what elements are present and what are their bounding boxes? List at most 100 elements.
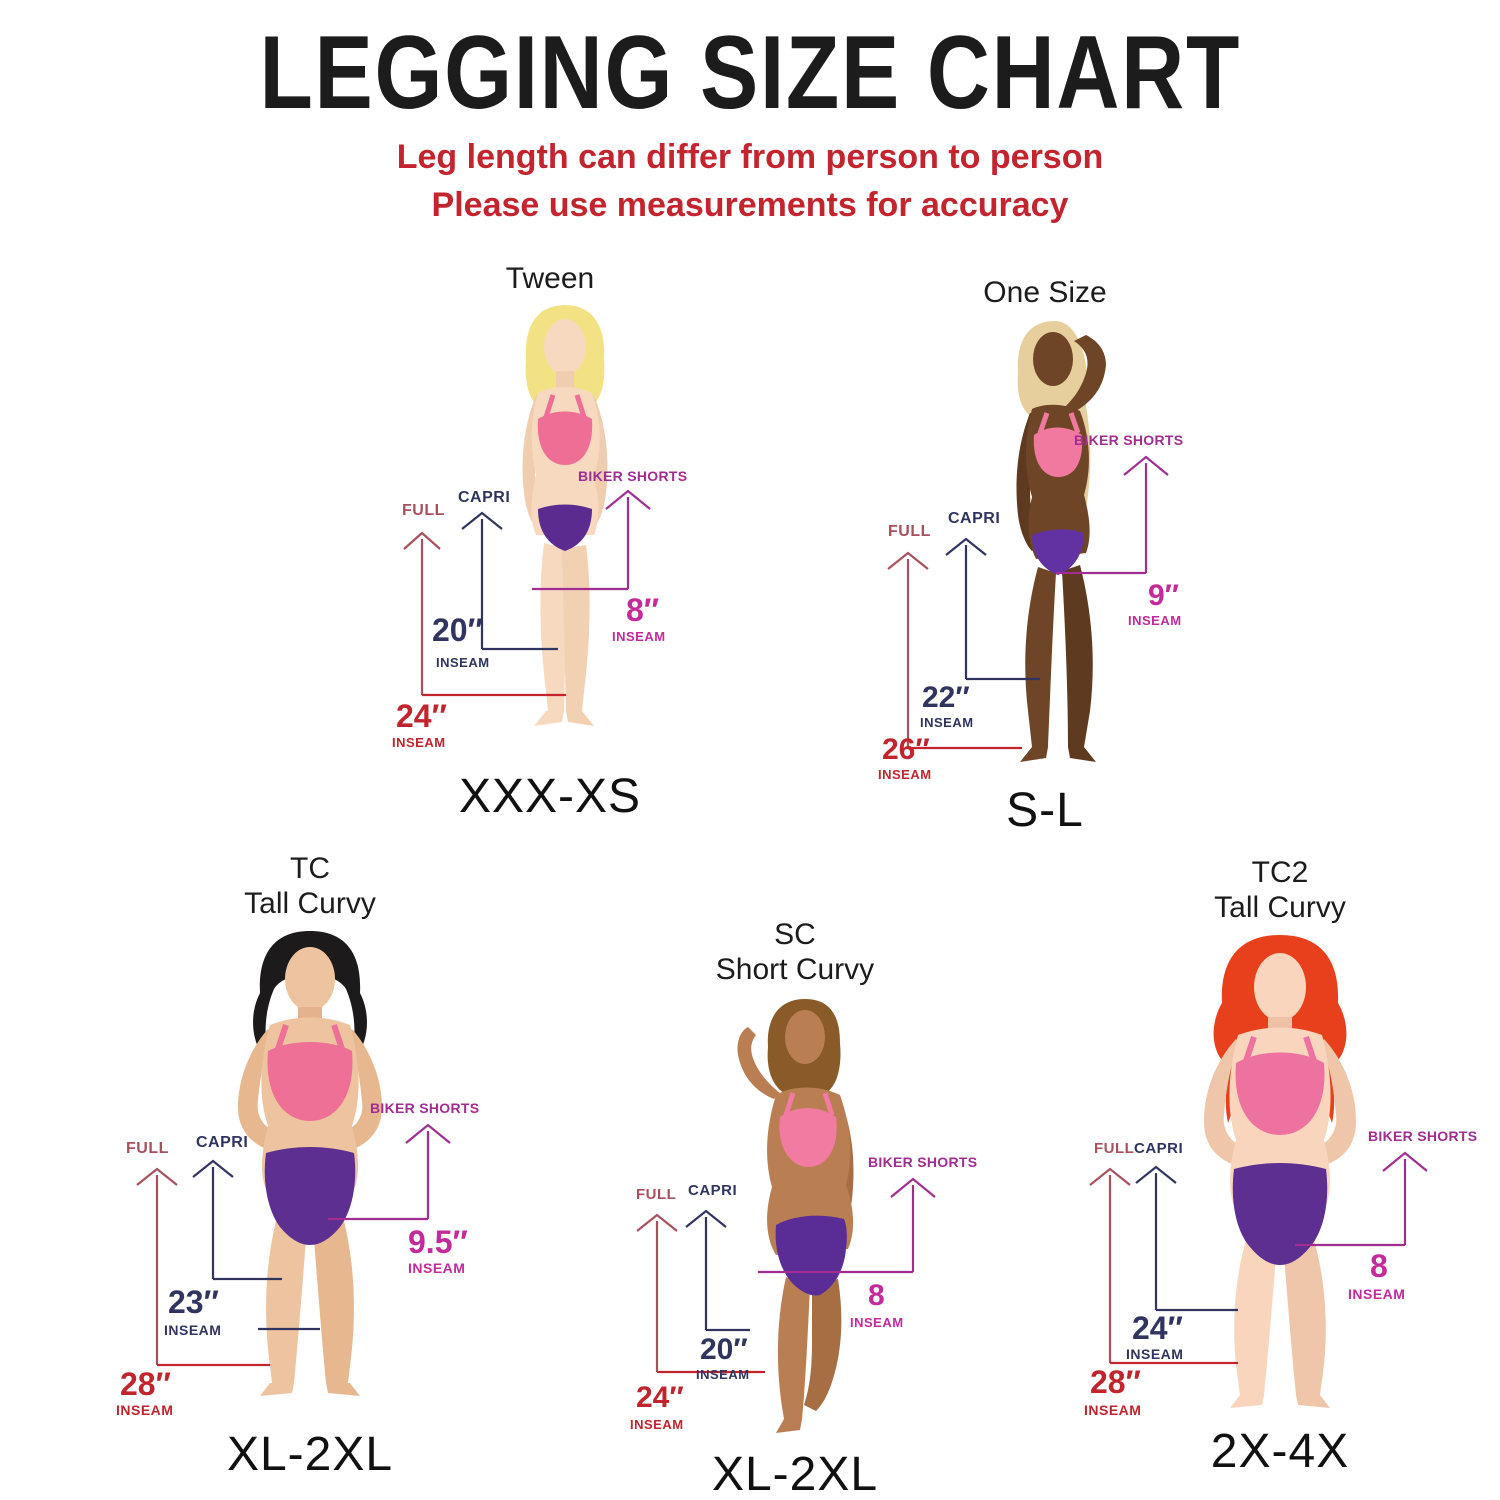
right-foot [326,1383,360,1396]
biker-unit: INSEAM [408,1260,465,1276]
biker-label: BIKER SHORTS [868,1154,977,1170]
figure-illustration-one-size: FULL 26″ INSEAM CAPRI 22″ INSEAM BIKER S… [878,320,1183,781]
bikini-top [537,411,593,465]
subtitle-line-1: Leg length can differ from person to per… [396,138,1104,176]
size-range: S-L [1006,783,1084,837]
full-unit: INSEAM [392,735,446,750]
capri-label: CAPRI [1134,1140,1183,1157]
capri-label: CAPRI [948,510,1000,527]
capri-annotation: CAPRI 20″ INSEAM [432,489,558,670]
full-arrowhead [887,551,929,570]
figure-illustration-tween: FULL 24″ INSEAM CAPRI 20″ INSEAM BIKER S… [392,304,687,750]
full-annotation: FULL 28″ INSEAM [1084,1140,1238,1418]
bikini-strap-right [822,1092,835,1116]
neck [556,370,574,391]
body-tc [238,931,382,1396]
biker-annotation: BIKER SHORTS 8 INSEAM [758,1154,977,1330]
right-foot [566,710,594,726]
biker-annotation: BIKER SHORTS 9.5″ INSEAM [328,1100,479,1276]
capri-value: 23″ [168,1284,219,1320]
front-leg [777,1277,810,1419]
biker-arrowhead [405,1123,451,1144]
biker-annotation: BIKER SHORTS 9″ INSEAM [1056,432,1183,628]
figure-illustration-tc: FULL 28″ INSEAM CAPRI 23″ INSEAM BIKER S… [116,931,479,1418]
biker-unit: INSEAM [1348,1286,1405,1302]
figure-title: TC [290,852,330,885]
figure-card-tc2: TC2 Tall Curvy FULL [1070,856,1490,1479]
biker-value: 8 [868,1279,885,1312]
capri-annotation: CAPRI 22″ INSEAM [920,510,1040,730]
figure-title: Tween [505,262,595,295]
bikini-bottom [1032,528,1084,575]
bikini-top [267,1042,353,1121]
capri-arrowhead [192,1159,234,1178]
capri-arrowhead [945,537,987,556]
figure-illustration-tc2: FULL 28″ INSEAM CAPRI 24″ INSEAM BIKER S… [1084,935,1477,1418]
full-annotation: FULL 28″ INSEAM [116,1140,270,1418]
left-leg [540,542,568,711]
page-title-text: LEGGING SIZE CHART [259,15,1241,131]
raised-arm [737,1027,780,1099]
bikini-bottom [1232,1163,1328,1265]
full-label: FULL [636,1186,676,1203]
capri-unit: INSEAM [436,655,490,670]
left-foot [260,1383,294,1396]
full-value: 28″ [1090,1364,1141,1400]
right-leg [1062,564,1093,747]
capri-arrowhead [1135,1165,1177,1184]
bikini-bottom [264,1147,356,1245]
full-label: FULL [888,523,931,540]
figure-card-sc: SC Short Curvy FULL [600,918,990,1500]
size-range: 2X-4X [1210,1425,1350,1478]
capri-annotation: CAPRI 24″ INSEAM [1126,1140,1238,1362]
left-arm [522,394,544,527]
figure-title-line2: Short Curvy [715,952,875,986]
full-arrowhead [136,1167,178,1186]
bikini-top [1033,427,1083,477]
bikini-strap-right [1068,411,1081,434]
figure-card-tween: Tween FULL [380,262,720,824]
biker-unit: INSEAM [612,629,666,644]
capri-value: 22″ [922,681,970,714]
bikini-strap-left [1037,411,1050,434]
full-unit: INSEAM [878,767,932,781]
full-annotation: FULL 26″ INSEAM [878,523,1022,781]
bikini-strap-right [331,1024,345,1050]
hair [253,931,367,1061]
bikini-strap-left [275,1024,289,1050]
left-arm [1016,412,1040,551]
capri-annotation: CAPRI 20″ INSEAM [685,1182,750,1382]
biker-value: 8 [1370,1248,1388,1284]
full-arrowhead [636,1213,678,1232]
bikini-strap-left [543,393,556,418]
bikini-strap-left [783,1092,796,1116]
capri-label: CAPRI [196,1134,248,1151]
size-range: XL-2XL [711,1448,879,1500]
biker-label: BIKER SHORTS [1074,432,1183,448]
capri-annotation: CAPRI 23″ INSEAM [164,1134,320,1338]
left-arm [1204,1039,1244,1165]
biker-value: 9.5″ [408,1224,468,1260]
full-annotation: FULL 24″ INSEAM [630,1186,765,1432]
head [544,318,586,375]
size-range: XXX-XS [458,769,642,823]
full-label: FULL [1094,1140,1134,1157]
bikini-strap-left [1243,1036,1257,1062]
head [785,1010,825,1064]
biker-annotation: BIKER SHORTS 8″ INSEAM [532,468,687,644]
full-value: 24″ [396,698,447,734]
right-arm [1316,1039,1356,1165]
capri-unit: INSEAM [920,715,974,730]
full-arrowhead [403,531,441,550]
bikini-strap-right [574,393,587,418]
figure-illustration-sc: FULL 24″ INSEAM CAPRI 20″ INSEAM BIKER S… [630,999,977,1433]
full-annotation: FULL 24″ INSEAM [392,502,566,750]
biker-label: BIKER SHORTS [578,468,687,484]
left-foot [1020,746,1048,762]
bikini-bottom [538,504,592,551]
figure-title: One Size [983,276,1107,309]
subtitle-line-2: Please use measurements for accuracy [431,186,1069,224]
body-tc2 [1204,935,1356,1408]
front-foot [776,1419,802,1433]
head [285,947,335,1011]
